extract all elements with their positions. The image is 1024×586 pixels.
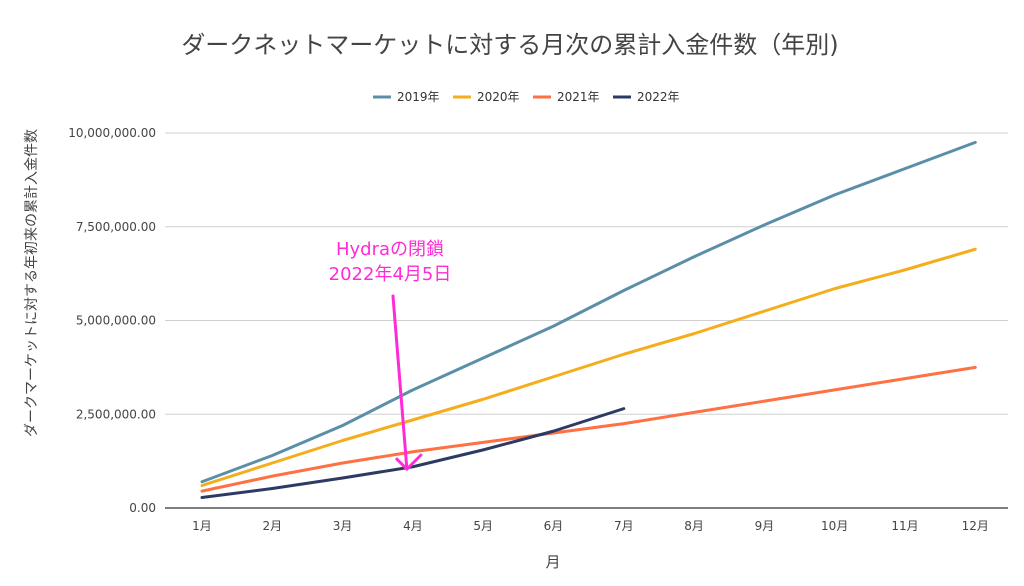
x-tick-label: 10月 [821,519,848,533]
series-line-2020年 [200,247,977,487]
series-lines [200,140,977,499]
x-axis-ticks: 1月 2月 3月 4月 5月 6月 7月 8月 9月 10月 11月 12月 [192,519,989,533]
x-tick-label: 9月 [755,519,775,533]
y-tick-label: 5,000,000.00 [76,314,156,328]
annotation-date: 2022年4月5日 [329,264,452,285]
legend-label: 2020年 [477,90,520,104]
y-tick-label: 7,500,000.00 [76,220,156,234]
annotation: Hydraの閉鎖 2022年4月5日 [329,239,452,471]
legend-label: 2022年 [637,90,680,104]
x-tick-label: 12月 [962,519,989,533]
annotation-title: Hydraの閉鎖 [336,239,444,260]
annotation-arrow-shaft [391,294,409,471]
x-tick-label: 5月 [473,519,493,533]
x-tick-label: 3月 [333,519,353,533]
series-line-2022年 [200,407,626,499]
y-axis-label: ダークマーケットに対する年初来の累計入金件数 [23,129,40,437]
series-line-2019年 [200,140,977,484]
x-tick-label: 2月 [262,519,282,533]
x-tick-label: 11月 [891,519,918,533]
x-tick-label: 4月 [403,519,423,533]
annotation-arrow-head [395,453,423,471]
legend: 2019年 2020年 2021年 2022年 [373,90,680,104]
y-tick-label: 0.00 [129,501,156,515]
x-tick-label: 7月 [614,519,634,533]
legend-label: 2019年 [397,90,440,104]
y-axis-ticks: 0.00 2,500,000.00 5,000,000.00 7,500,000.00… [68,126,156,515]
x-tick-label: 1月 [192,519,212,533]
x-tick-label: 8月 [684,519,704,533]
series-line-2021年 [200,365,977,493]
x-axis-label: 月 [545,553,560,571]
y-tick-label: 10,000,000.00 [68,126,156,140]
chart-title: ダークネットマーケットに対する月次の累計入金件数（年別) [181,31,838,59]
y-tick-label: 2,500,000.00 [76,407,156,421]
legend-label: 2021年 [557,90,600,104]
x-tick-label: 6月 [544,519,564,533]
gridlines [165,132,1008,509]
